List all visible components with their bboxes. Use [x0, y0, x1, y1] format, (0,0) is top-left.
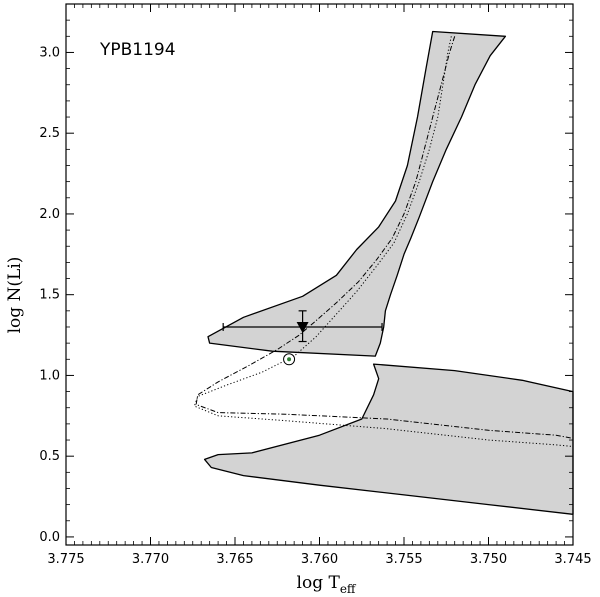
y-tick-label: 3.0	[39, 45, 60, 60]
track-layer	[193, 36, 574, 447]
x-axis-label-subscript: eff	[340, 582, 357, 596]
y-axis-label: log N(Li)	[5, 257, 25, 334]
x-tick-label: 3.745	[554, 552, 591, 567]
y-tick-label: 0.5	[39, 449, 60, 464]
x-tick-label: 3.765	[216, 552, 253, 567]
ticks-layer: 3.775 3.770 3.765 3.760 3.755 3.750 3.745 0.0 0.…	[39, 3, 592, 567]
x-tick-label: 3.760	[301, 552, 338, 567]
observation-layer	[222, 310, 383, 366]
y-tick-label: 0.0	[39, 530, 60, 545]
y-tick-label: 1.5	[39, 288, 60, 303]
y-tick-label: 2.5	[39, 126, 60, 141]
x-tick-label: 3.775	[47, 552, 84, 567]
isochrone-band-2	[203, 363, 574, 515]
y-tick-label: 2.0	[39, 207, 60, 222]
x-axis-label: log Teff	[297, 573, 357, 596]
x-axis-label-main: log T	[297, 573, 341, 593]
isochrone-band-1	[207, 30, 507, 357]
track-dotted	[193, 36, 574, 447]
sun-marker-dot	[287, 357, 292, 362]
y-tick-label: 1.0	[39, 368, 60, 383]
x-tick-label: 3.770	[132, 552, 169, 567]
star-name-annotation: YPB1194	[99, 40, 176, 60]
x-tick-label: 3.755	[385, 552, 422, 567]
track-dashdot	[195, 36, 574, 439]
band-layer	[203, 30, 574, 515]
observation-marker	[296, 321, 309, 333]
x-tick-label: 3.750	[470, 552, 507, 567]
